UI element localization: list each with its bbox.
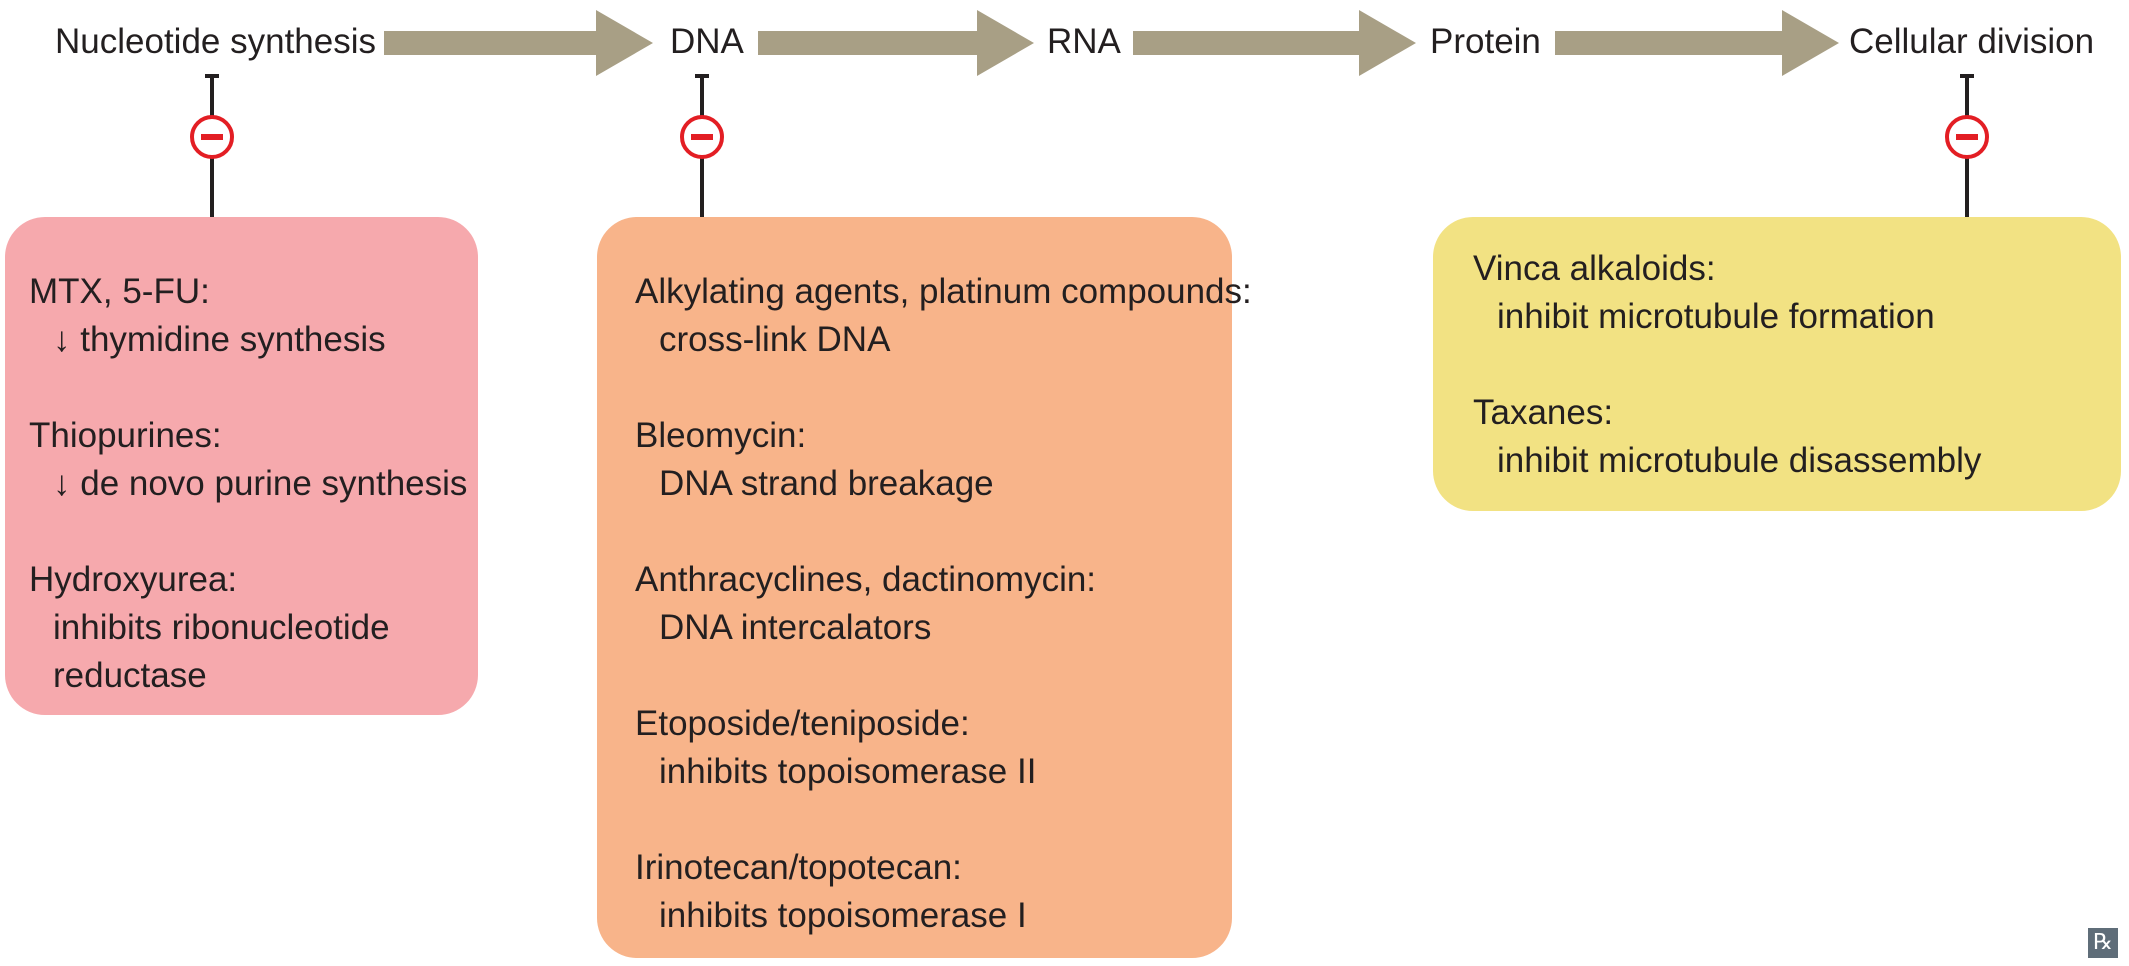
drug-name: Vinca alkaloids: <box>1473 249 1716 288</box>
drug-entry-bleomycin: Bleomycin: DNA strand breakage <box>635 412 1232 508</box>
drug-mechanism: inhibit microtubule formation <box>1497 297 1935 336</box>
drug-name: Thiopurines: <box>29 416 222 455</box>
node-protein: Protein <box>1430 22 1541 61</box>
drug-box-dna: Alkylating agents, platinum compounds: c… <box>597 217 1252 958</box>
drug-entry-anthracyclines: Anthracyclines, dactinomycin: DNA interc… <box>635 556 1232 652</box>
drug-name: Irinotecan/topotecan: <box>635 848 962 887</box>
drug-name: MTX, 5-FU: <box>29 272 210 311</box>
drug-name: Bleomycin: <box>635 416 807 455</box>
drug-mechanism: ↓ de novo purine synthesis <box>53 464 468 503</box>
drug-entry-vinca-alkaloids: Vinca alkaloids: inhibit microtubule for… <box>1473 245 2121 341</box>
drug-name: Anthracyclines, dactinomycin: <box>635 560 1097 599</box>
arrow-nucleotide-to-dna <box>384 10 653 76</box>
drug-mechanism: ↓ thymidine synthesis <box>53 320 386 359</box>
minus-circle-icon <box>190 115 234 159</box>
minus-circle-icon <box>1945 115 1989 159</box>
minus-circle-icon <box>680 115 724 159</box>
drug-entry-hydroxyurea: Hydroxyurea: inhibits ribonucleotide red… <box>29 556 478 700</box>
drug-name: Hydroxyurea: <box>29 560 238 599</box>
drug-name: Taxanes: <box>1473 393 1614 432</box>
inhibition-connector-dna <box>677 74 727 218</box>
drug-mechanism: inhibits topoisomerase II <box>659 752 1037 791</box>
drug-mechanism: inhibit microtubule disassembly <box>1497 441 1982 480</box>
arrow-rna-to-protein <box>1133 10 1416 76</box>
inhibition-connector-nucleotide <box>187 74 237 218</box>
drug-entry-irinotecan: Irinotecan/topotecan: inhibits topoisome… <box>635 844 1232 940</box>
drug-mechanism: DNA strand breakage <box>659 464 994 503</box>
arrow-protein-to-division <box>1555 10 1839 76</box>
drug-name: Etoposide/teniposide: <box>635 704 970 743</box>
drug-entry-taxanes: Taxanes: inhibit microtubule disassembly <box>1473 389 2121 485</box>
drug-entry-mtx-5fu: MTX, 5-FU: ↓ thymidine synthesis <box>29 268 478 364</box>
arrow-dna-to-rna <box>758 10 1034 76</box>
inhibition-connector-division <box>1942 74 1992 218</box>
node-nucleotide-synthesis: Nucleotide synthesis <box>55 22 376 61</box>
drug-mechanism: DNA intercalators <box>659 608 932 647</box>
drug-name: Alkylating agents, platinum compounds: <box>635 272 1252 311</box>
drug-entry-etoposide: Etoposide/teniposide: inhibits topoisome… <box>635 700 1232 796</box>
drug-box-cellular-division: Vinca alkaloids: inhibit microtubule for… <box>1433 217 2121 511</box>
node-cellular-division: Cellular division <box>1849 22 2095 61</box>
drug-mechanism: cross-link DNA <box>659 320 891 359</box>
node-dna: DNA <box>670 22 744 61</box>
node-rna: RNA <box>1047 22 1121 61</box>
drug-entry-alkylating-agents: Alkylating agents, platinum compounds: c… <box>635 268 1252 364</box>
drug-mechanism: inhibits ribonucleotide <box>53 608 390 647</box>
drug-entry-thiopurines: Thiopurines: ↓ de novo purine synthesis <box>29 412 478 508</box>
drug-box-nucleotide-synthesis: MTX, 5-FU: ↓ thymidine synthesis Thiopur… <box>5 217 478 715</box>
drug-mechanism-continued: reductase <box>53 656 207 695</box>
rx-icon: ℞ <box>2088 928 2118 958</box>
drug-mechanism: inhibits topoisomerase I <box>659 896 1027 935</box>
